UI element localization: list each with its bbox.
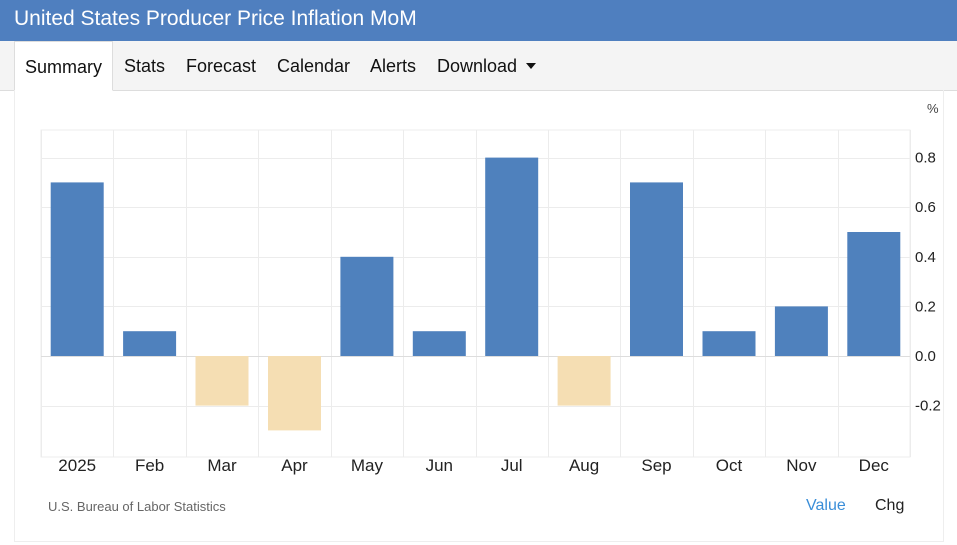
tab-stats[interactable]: Stats <box>124 41 165 91</box>
value-toggle[interactable]: Value <box>806 497 846 514</box>
tab-download[interactable]: Download <box>437 41 537 91</box>
y-tick-label: 0.6 <box>915 199 936 216</box>
bar-2025 <box>50 182 104 356</box>
tab-bar: Summary Stats Forecast Calendar Alerts D… <box>0 41 957 91</box>
chart-panel <box>14 90 944 542</box>
tab-stats-label: Stats <box>124 56 166 76</box>
y-tick-label: -0.2 <box>915 398 941 415</box>
page-title: United States Producer Price Inflation M… <box>14 7 417 30</box>
tab-alerts-label: Alerts <box>370 56 417 76</box>
x-tick-label: Nov <box>786 456 817 475</box>
x-tick-label: Aug <box>569 456 599 475</box>
bar-may <box>340 256 394 356</box>
source-label: U.S. Bureau of Labor Statistics <box>48 499 226 514</box>
chg-toggle[interactable]: Chg <box>875 497 905 514</box>
y-tick-label: 0.2 <box>915 298 936 315</box>
title-bar: United States Producer Price Inflation M… <box>0 0 957 41</box>
x-tick-label: Jun <box>426 456 453 475</box>
tab-summary-label: Summary <box>24 57 102 77</box>
bar-sep <box>630 182 683 356</box>
bar-apr <box>268 356 321 431</box>
x-tick-label: Oct <box>716 456 743 475</box>
bar-mar <box>195 356 249 406</box>
tab-forecast-label: Forecast <box>186 56 257 76</box>
caret-down-icon <box>526 62 537 69</box>
bar-feb <box>123 331 177 356</box>
plot-area <box>40 129 911 458</box>
unit-label: % <box>927 101 939 116</box>
tab-forecast[interactable]: Forecast <box>186 41 256 91</box>
x-tick-label: Mar <box>207 456 237 475</box>
bar-oct <box>702 331 756 356</box>
y-tick-label: 0.0 <box>915 348 936 365</box>
tab-calendar[interactable]: Calendar <box>277 41 350 91</box>
tab-download-label: Download <box>437 56 518 76</box>
tab-summary[interactable]: Summary <box>14 41 113 91</box>
bar-aug <box>557 356 611 406</box>
y-tick-label: 0.8 <box>915 150 936 167</box>
bar-dec <box>847 232 901 356</box>
y-tick-label: 0.4 <box>915 249 936 266</box>
x-tick-label: Jul <box>501 456 523 475</box>
x-tick-label: Feb <box>135 456 164 475</box>
bar-jul <box>485 157 539 356</box>
x-tick-label: Sep <box>641 456 671 475</box>
tab-alerts[interactable]: Alerts <box>370 41 416 91</box>
x-tick-label: Dec <box>859 456 890 475</box>
x-tick-label: May <box>351 456 384 475</box>
bar-nov <box>774 306 828 356</box>
x-tick-label: Apr <box>281 456 308 475</box>
bar-jun <box>412 331 466 356</box>
x-tick-label: 2025 <box>58 456 96 475</box>
tab-calendar-label: Calendar <box>277 56 351 76</box>
